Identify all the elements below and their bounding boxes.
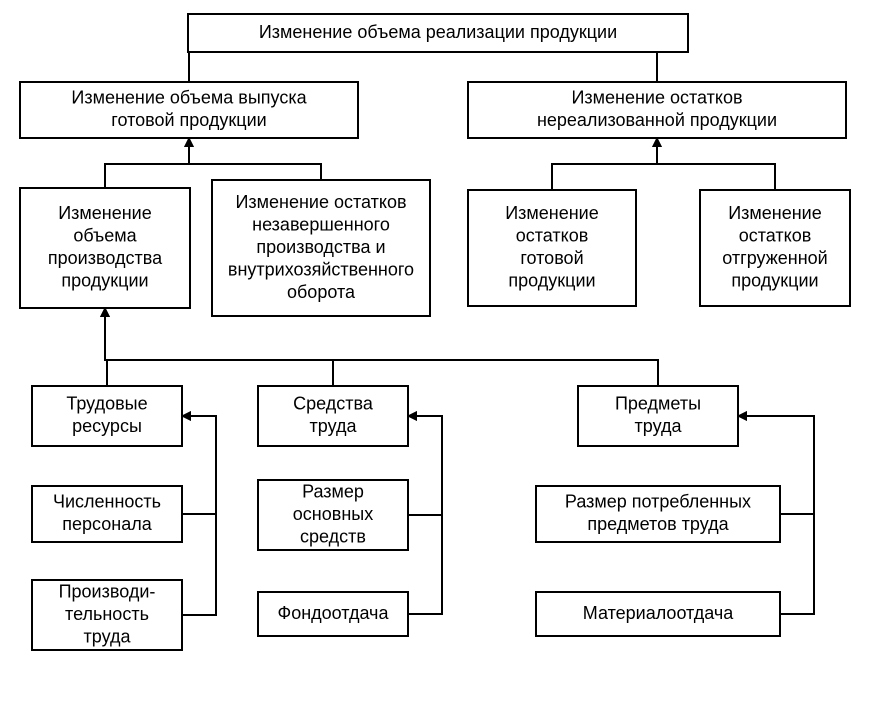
node-l5b: Размер основныхсредств: [258, 480, 408, 550]
node-l4c: Предметытруда: [578, 386, 738, 446]
node-l4a: Трудовыересурсы: [32, 386, 182, 446]
edge-l3d_top-to-l2b_bot: [657, 138, 775, 190]
node-l2b: Изменение остатковнереализованной продук…: [468, 82, 846, 138]
node-l5b-line-0: Размер: [302, 481, 364, 501]
node-l3b-line-2: производства и: [256, 237, 385, 257]
node-l3c-line-2: готовой: [520, 248, 583, 268]
node-l4b-line-1: труда: [310, 416, 358, 436]
node-l3c: Изменение остатковготовой продукции: [468, 190, 636, 306]
edge-l3a_top-to-l2a_bot: [105, 138, 189, 188]
node-l3d-line-3: продукции: [731, 271, 818, 291]
node-l3b-line-1: незавершенного: [252, 214, 390, 234]
node-l6c-line-0: Материалоотдача: [583, 603, 734, 623]
node-l3c-line-1: остатков: [516, 226, 589, 246]
node-l4c-line-1: труда: [635, 416, 683, 436]
node-l5c-line-1: предметов труда: [587, 514, 729, 534]
node-l2b-line-1: нереализованной продукции: [537, 110, 777, 130]
node-l5a-line-1: персонала: [62, 514, 152, 534]
edge-l4c_top-to-l3a_bot: [105, 308, 658, 386]
edge-l4b_top-to-l3a_bot: [105, 308, 333, 386]
node-l3a-line-0: Изменение: [58, 203, 152, 223]
node-l2a-line-1: готовой продукции: [111, 110, 266, 130]
edge-l5a_right-to-l4a_right: [182, 416, 216, 514]
node-l6a-line-0: Производи-: [59, 581, 156, 601]
node-l5a: Численностьперсонала: [32, 486, 182, 542]
node-l4c-line-0: Предметы: [615, 394, 701, 414]
node-l3b: Изменение остатковнезавершенного производ…: [212, 180, 430, 316]
node-l3a-line-3: продукции: [61, 271, 148, 291]
node-l4b-line-0: Средства: [293, 394, 374, 414]
node-l2a-line-0: Изменение объема выпуска: [71, 88, 307, 108]
node-l3a: Изменение объемапроизводства продукции: [20, 188, 190, 308]
node-l2a: Изменение объема выпускаготовой продукци…: [20, 82, 358, 138]
node-l5c: Размер потребленныхпредметов труда: [536, 486, 780, 542]
node-l5b-line-2: средств: [300, 526, 366, 546]
node-l3c-line-0: Изменение: [505, 203, 599, 223]
node-l5c-line-0: Размер потребленных: [565, 492, 751, 512]
node-l3a-line-2: производства: [48, 248, 163, 268]
node-l6a-line-1: тельность: [65, 604, 149, 624]
edge-l5b_right-to-l4b_right: [408, 416, 442, 515]
flowchart-canvas: Изменение объема реализации продукции Изм…: [0, 0, 877, 710]
node-l3b-line-3: внутрихозяйственного: [228, 259, 414, 279]
node-l3d-line-0: Изменение: [728, 203, 822, 223]
node-l3d-line-1: остатков: [739, 226, 812, 246]
node-l5a-line-0: Численность: [53, 492, 161, 512]
node-root-line-0: Изменение объема реализации продукции: [259, 22, 617, 42]
node-l3c-line-3: продукции: [508, 271, 595, 291]
node-l6b-line-0: Фондоотдача: [278, 603, 390, 623]
node-l3d: Изменение остатковотгруженной продукции: [700, 190, 850, 306]
node-l6b: Фондоотдача: [258, 592, 408, 636]
edge-l3b_top-to-l2a_bot: [189, 138, 321, 180]
node-l6a-line-2: труда: [84, 626, 132, 646]
node-l4b: Средстватруда: [258, 386, 408, 446]
node-l6c: Материалоотдача: [536, 592, 780, 636]
node-l3a-line-1: объема: [73, 226, 137, 246]
edge-l3c_top-to-l2b_bot: [552, 138, 657, 190]
node-l3b-line-0: Изменение остатков: [235, 192, 406, 212]
edge-l6a_right-to-l4a_right: [182, 416, 216, 615]
node-l6a: Производи-тельностьтруда: [32, 580, 182, 650]
node-l2b-line-0: Изменение остатков: [571, 88, 742, 108]
node-l4a-line-1: ресурсы: [72, 416, 142, 436]
node-root: Изменение объема реализации продукции: [188, 14, 688, 52]
node-l3b-line-4: оборота: [287, 282, 356, 302]
node-l4a-line-0: Трудовые: [66, 394, 147, 414]
node-l5b-line-1: основных: [293, 504, 373, 524]
node-l3d-line-2: отгруженной: [722, 248, 827, 268]
